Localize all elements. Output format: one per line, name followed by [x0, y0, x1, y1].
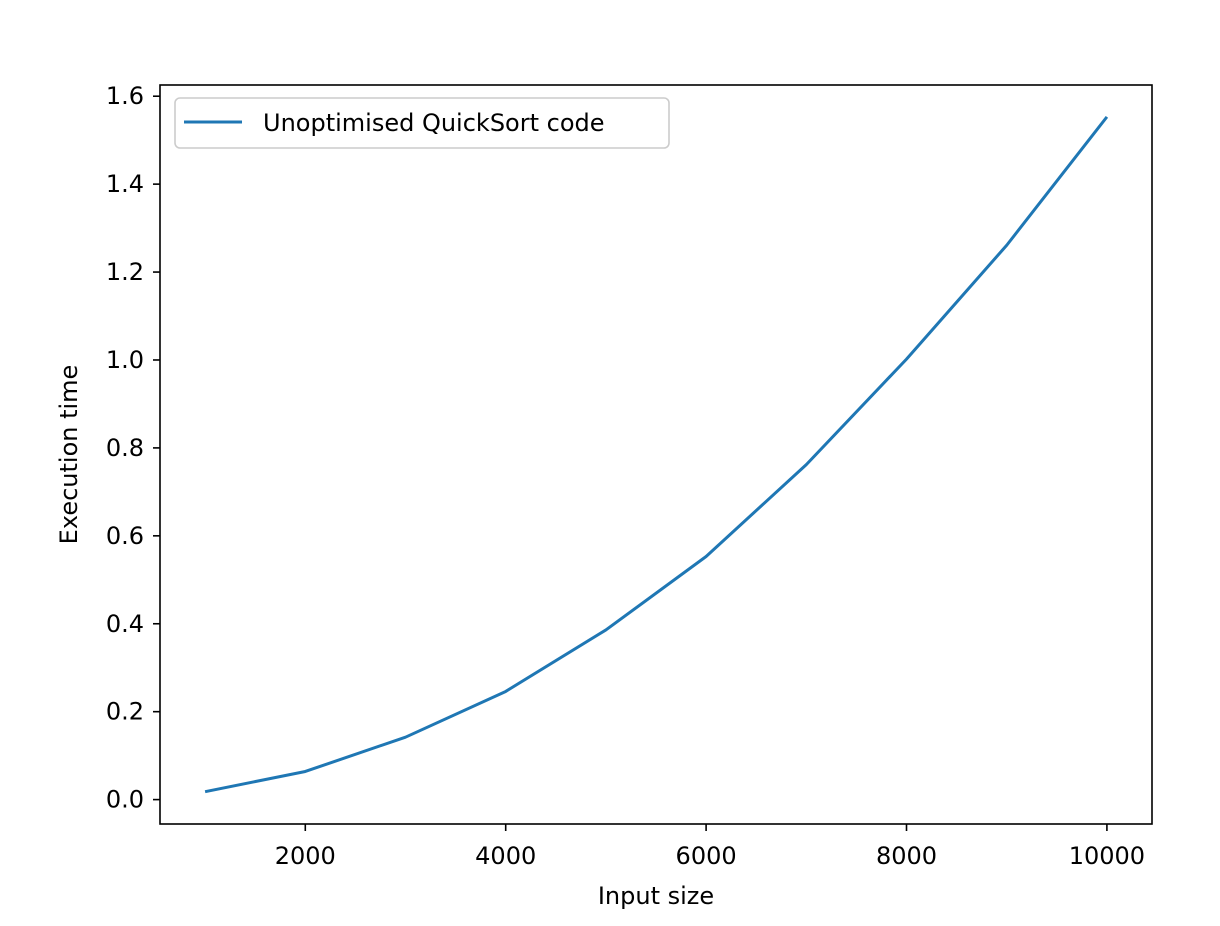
- y-tick-label: 1.0: [106, 346, 144, 374]
- y-tick-label: 1.6: [106, 82, 144, 110]
- legend-box: [174, 97, 670, 149]
- x-axis-ticks: 2000 4000 6000 8000 10000: [275, 824, 1145, 870]
- x-tick-label: 6000: [676, 842, 737, 870]
- y-axis-label: Execution time: [55, 365, 83, 545]
- x-tick-label: 2000: [275, 842, 336, 870]
- legend: Unoptimised QuickSort code: [174, 97, 670, 149]
- x-axis-label: Input size: [598, 882, 714, 910]
- y-tick-label: 0.6: [106, 522, 144, 550]
- x-tick-label: 4000: [475, 842, 536, 870]
- y-tick-label: 0.4: [106, 610, 144, 638]
- series-line-0: [204, 115, 1109, 794]
- y-tick-label: 1.4: [106, 170, 144, 198]
- x-tick-label: 10000: [1069, 842, 1145, 870]
- series-layer: [204, 115, 1109, 794]
- y-tick-label: 0.8: [106, 434, 144, 462]
- x-tick-label: 8000: [876, 842, 937, 870]
- y-tick-label: 1.2: [106, 258, 144, 286]
- y-tick-label: 0.2: [106, 698, 144, 726]
- y-tick-label: 0.0: [106, 786, 144, 814]
- legend-entry-label: Unoptimised QuickSort code: [263, 109, 605, 137]
- axes-frame: [159, 84, 1153, 825]
- y-axis-ticks: 0.0 0.2 0.4 0.6 0.8 1.0 1.2 1.4 1.6: [106, 82, 160, 814]
